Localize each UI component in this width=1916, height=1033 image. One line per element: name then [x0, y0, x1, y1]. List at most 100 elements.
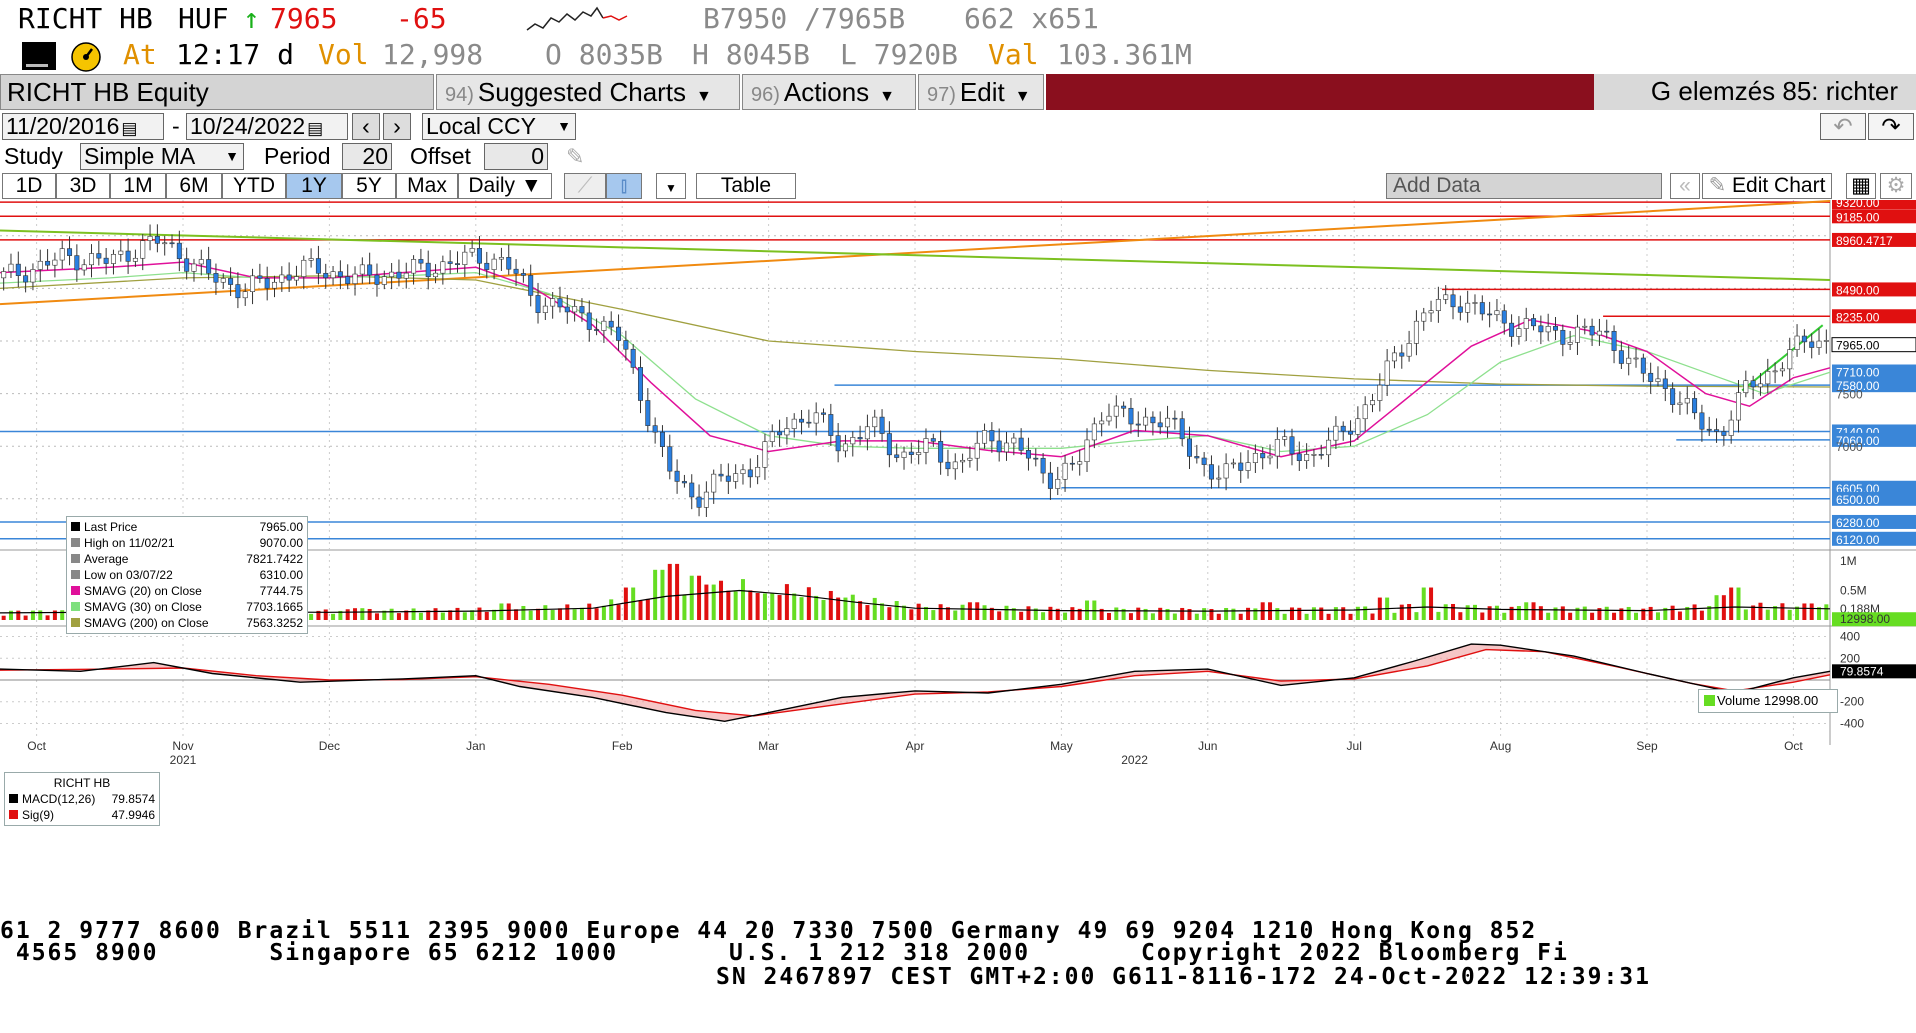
x-axis-month-label: Jun [1198, 739, 1217, 753]
prev-range-button[interactable]: ‹ [352, 113, 380, 140]
volume-bar [960, 604, 965, 620]
candle-body [1779, 368, 1785, 372]
actions-menu[interactable]: 96) Actions ▼ [742, 74, 916, 110]
volume-bar [1253, 608, 1258, 620]
chart-settings-button[interactable]: ▦ [1846, 173, 1876, 199]
candle-body [550, 298, 556, 307]
redo-button[interactable]: ↷ [1868, 113, 1914, 140]
macd-histogram-fill [0, 644, 1830, 722]
volume-bar [704, 584, 709, 620]
candle-body [645, 400, 651, 426]
chart-name[interactable]: G elemzés 85: richter [1594, 74, 1916, 110]
volume-bar [1099, 608, 1104, 620]
volume-bar [609, 599, 614, 620]
candle-body [674, 470, 680, 482]
candle-body [8, 263, 14, 272]
legend-main: Last Price 7965.00 High on 11/02/21 9070.00… [66, 516, 308, 634]
line-chart-button[interactable]: ⟋ [564, 173, 606, 199]
currency-select[interactable]: Local CCY ▼ [422, 113, 576, 140]
tab-5y[interactable]: 5Y [342, 173, 396, 199]
volume-bar [1546, 612, 1551, 620]
candle-body [1230, 462, 1236, 465]
volume-bar [828, 590, 833, 620]
candle-body [872, 416, 878, 428]
candle-body [1018, 437, 1024, 451]
candle-body [1816, 340, 1822, 348]
legend-main-label: Last Price [84, 520, 138, 534]
candle-body [433, 272, 439, 278]
offset-input[interactable]: 0 [484, 143, 548, 170]
candle-body [1435, 299, 1441, 311]
start-date-field[interactable]: 11/20/2016 ▤ [2, 113, 164, 140]
candle-body [601, 320, 607, 331]
frequency-select[interactable]: Daily ▼ [458, 173, 552, 199]
volume-bar [1795, 606, 1800, 620]
volume-bar [1150, 613, 1155, 620]
tab-3d[interactable]: 3D [56, 173, 110, 199]
suggested-charts-menu[interactable]: 94) Suggested Charts ▼ [436, 74, 740, 110]
next-range-button[interactable]: › [383, 113, 411, 140]
legend-macd-label: Sig(9) [22, 808, 55, 822]
x-axis-year-label: 2021 [170, 753, 197, 767]
trend-line [1741, 324, 1824, 392]
edit-menu[interactable]: 97) Edit ▼ [918, 74, 1044, 110]
add-data-label: Add Data [1393, 174, 1481, 197]
tab-label: 3D [69, 174, 97, 197]
volume-bar [389, 608, 394, 620]
tab-6m[interactable]: 6M [166, 173, 222, 199]
collapse-button[interactable]: « [1670, 173, 1700, 199]
candle-body [352, 273, 358, 284]
candle-body [1516, 328, 1522, 337]
legend-main-row: SMAVG (30) on Close 7703.1665 [71, 599, 303, 615]
tab-ytd[interactable]: YTD [222, 173, 286, 199]
legend-main-value: 9070.00 [259, 536, 303, 550]
candle-body [1399, 352, 1405, 357]
candle-body [1099, 420, 1105, 425]
x-axis-month-label: Jul [1347, 739, 1362, 753]
tab-max[interactable]: Max [396, 173, 458, 199]
chart-area[interactable]: 9320.00 9185.00 8960.4717 8490.00 8235.00 796… [0, 200, 1916, 890]
volume-bar [1114, 607, 1119, 620]
candle-body [864, 426, 870, 440]
candle-body [506, 257, 512, 270]
study-select[interactable]: Simple MA ▼ [80, 143, 244, 170]
volume-bar [660, 569, 665, 620]
candle-chart-button[interactable]: ⫾ [606, 173, 642, 199]
candle-body [184, 258, 190, 272]
volume-bar [1077, 608, 1082, 620]
candle-body [1348, 430, 1354, 435]
volume-bar [1180, 607, 1185, 620]
volume-bar [733, 591, 738, 620]
volume-bar [462, 612, 467, 620]
volume-bar [374, 613, 379, 620]
tab-1d[interactable]: 1D [2, 173, 56, 199]
edit-chart-button[interactable]: ✎ Edit Chart [1702, 173, 1832, 199]
candle-body [176, 242, 182, 260]
candle-body [1465, 302, 1471, 313]
volume-bar [1399, 604, 1404, 620]
volume-bar [1063, 612, 1068, 620]
table-button[interactable]: Table [696, 173, 796, 199]
undo-button[interactable]: ↶ [1820, 113, 1866, 140]
x-axis-month-label: Mar [758, 739, 779, 753]
security-field[interactable]: RICHT HB Equity [0, 74, 434, 110]
tab-1y[interactable]: 1Y [286, 173, 342, 199]
traded-value: 103.361M [1057, 38, 1192, 71]
volume-bar [1421, 587, 1426, 620]
candle-body [1545, 326, 1551, 333]
price-axis-tag [1832, 232, 1916, 247]
pencil-icon[interactable]: ✎ [566, 144, 585, 169]
add-data-input[interactable]: Add Data [1386, 173, 1662, 199]
tab-1m[interactable]: 1M [110, 173, 166, 199]
end-date-field[interactable]: 10/24/2022 ▤ [186, 113, 348, 140]
candle-body [1187, 438, 1193, 457]
settings-button[interactable]: ⚙ [1880, 173, 1912, 199]
candle-body [1640, 357, 1646, 374]
chart-type-dropdown[interactable]: ▼ [656, 173, 686, 199]
candle-body [542, 305, 548, 313]
volume-bar [748, 590, 753, 620]
period-input[interactable]: 20 [342, 143, 392, 170]
volume-bar [514, 609, 519, 620]
candle-body [1787, 349, 1793, 370]
